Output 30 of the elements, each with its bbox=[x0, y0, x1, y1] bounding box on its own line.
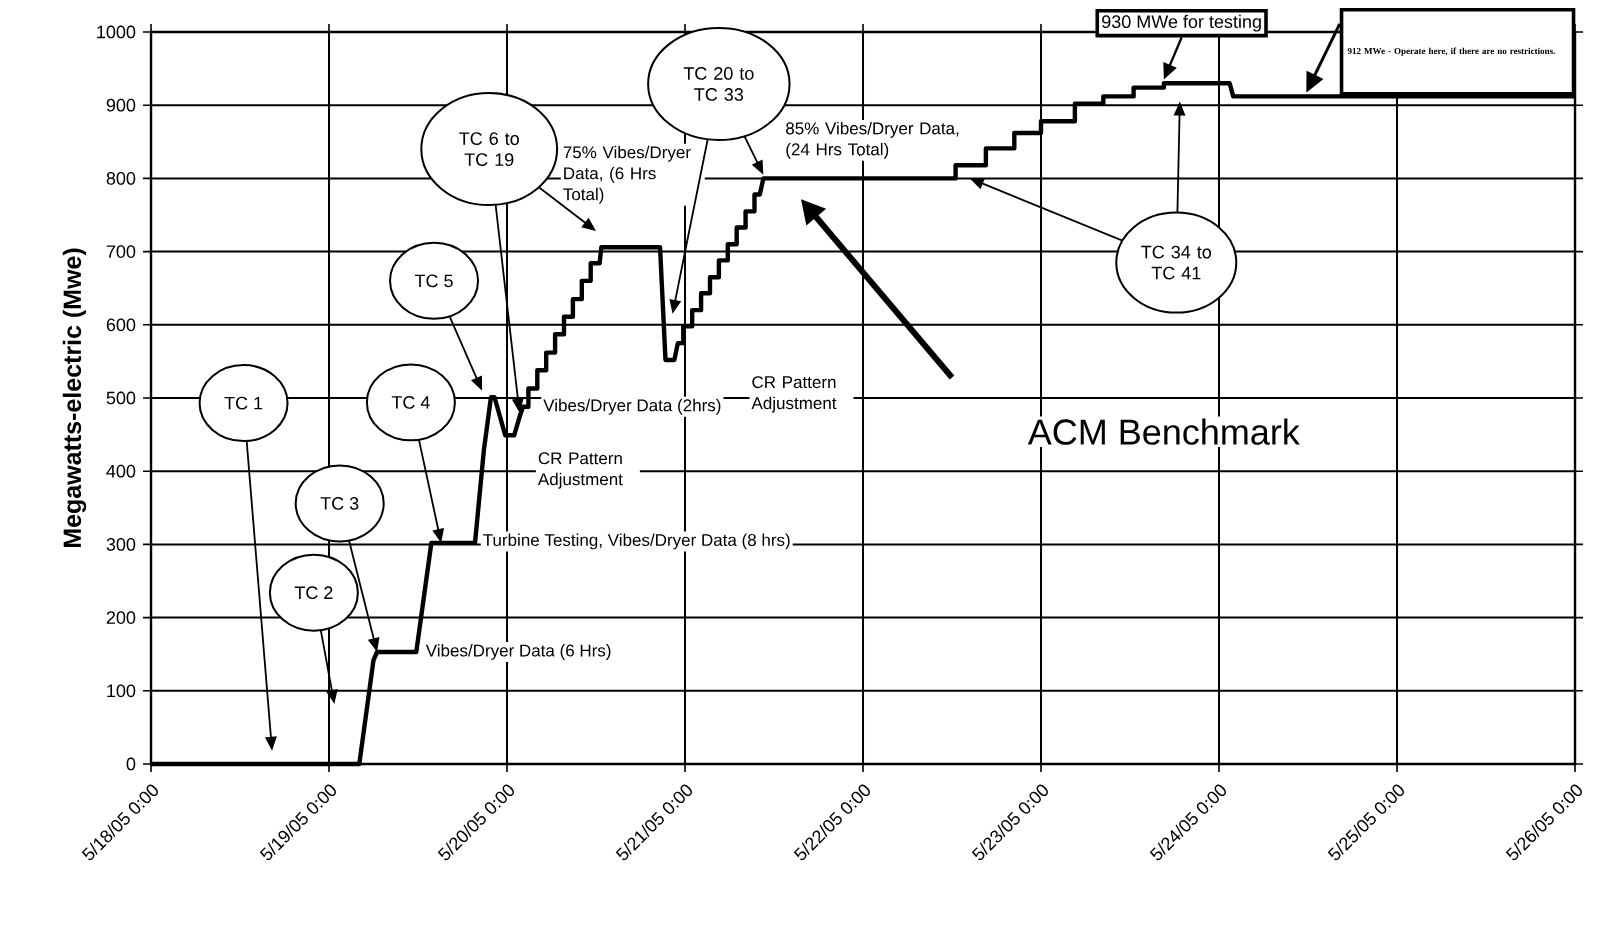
text: 930 MWe for testing bbox=[1102, 14, 1261, 32]
annotation: 75% Vibes/Dryer Data, (6 Hrs Total) bbox=[563, 145, 691, 204]
annotation: Turbine Testing, Vibes/Dryer Data (8 hrs) bbox=[483, 533, 790, 550]
y-tick-label: 900 bbox=[106, 98, 136, 112]
y-tick-label: 300 bbox=[106, 538, 136, 551]
annotation: TC 3 bbox=[320, 497, 359, 510]
annotation: TC 1 bbox=[224, 396, 263, 410]
y-tick-label: 0 bbox=[126, 757, 136, 771]
y-tick-label: 100 bbox=[107, 684, 136, 698]
annotation: Vibes/Dryer Data (2hrs) bbox=[543, 398, 721, 415]
y-tick-label: 800 bbox=[106, 172, 136, 185]
annotation: 85% Vibes/Dryer Data, (24 Hrs Total) bbox=[786, 121, 959, 159]
annotation: TC 2 bbox=[294, 586, 333, 600]
annotation: TC 34 to TC 41 bbox=[1141, 245, 1212, 280]
y-tick-label: 500 bbox=[106, 391, 136, 405]
y-tick-label: 600 bbox=[106, 318, 136, 332]
annotation: ACM Benchmark bbox=[1027, 418, 1300, 445]
annotation: TC 5 bbox=[414, 274, 453, 288]
annotation: TC 4 bbox=[391, 396, 430, 409]
y-tick-label: 1000 bbox=[97, 25, 136, 39]
annotation: TC 6 to TC 19 bbox=[459, 132, 519, 166]
y-axis-title: Megawatts-electric (Mwe) bbox=[62, 248, 87, 548]
annotation: CR Pattern Adjustment bbox=[537, 452, 623, 489]
annotation: TC 20 to TC 33 bbox=[683, 67, 754, 101]
y-tick-label: 700 bbox=[106, 245, 136, 258]
y-tick-label: 400 bbox=[106, 464, 136, 478]
annotation: Vibes/Dryer Data (6 Hrs) bbox=[425, 644, 611, 660]
annotation: 912 MWe - Operate here, if there are no restrictions. bbox=[1347, 47, 1555, 56]
annotation: CR Pattern Adjustment bbox=[751, 376, 837, 413]
y-tick-label: 200 bbox=[106, 611, 136, 624]
